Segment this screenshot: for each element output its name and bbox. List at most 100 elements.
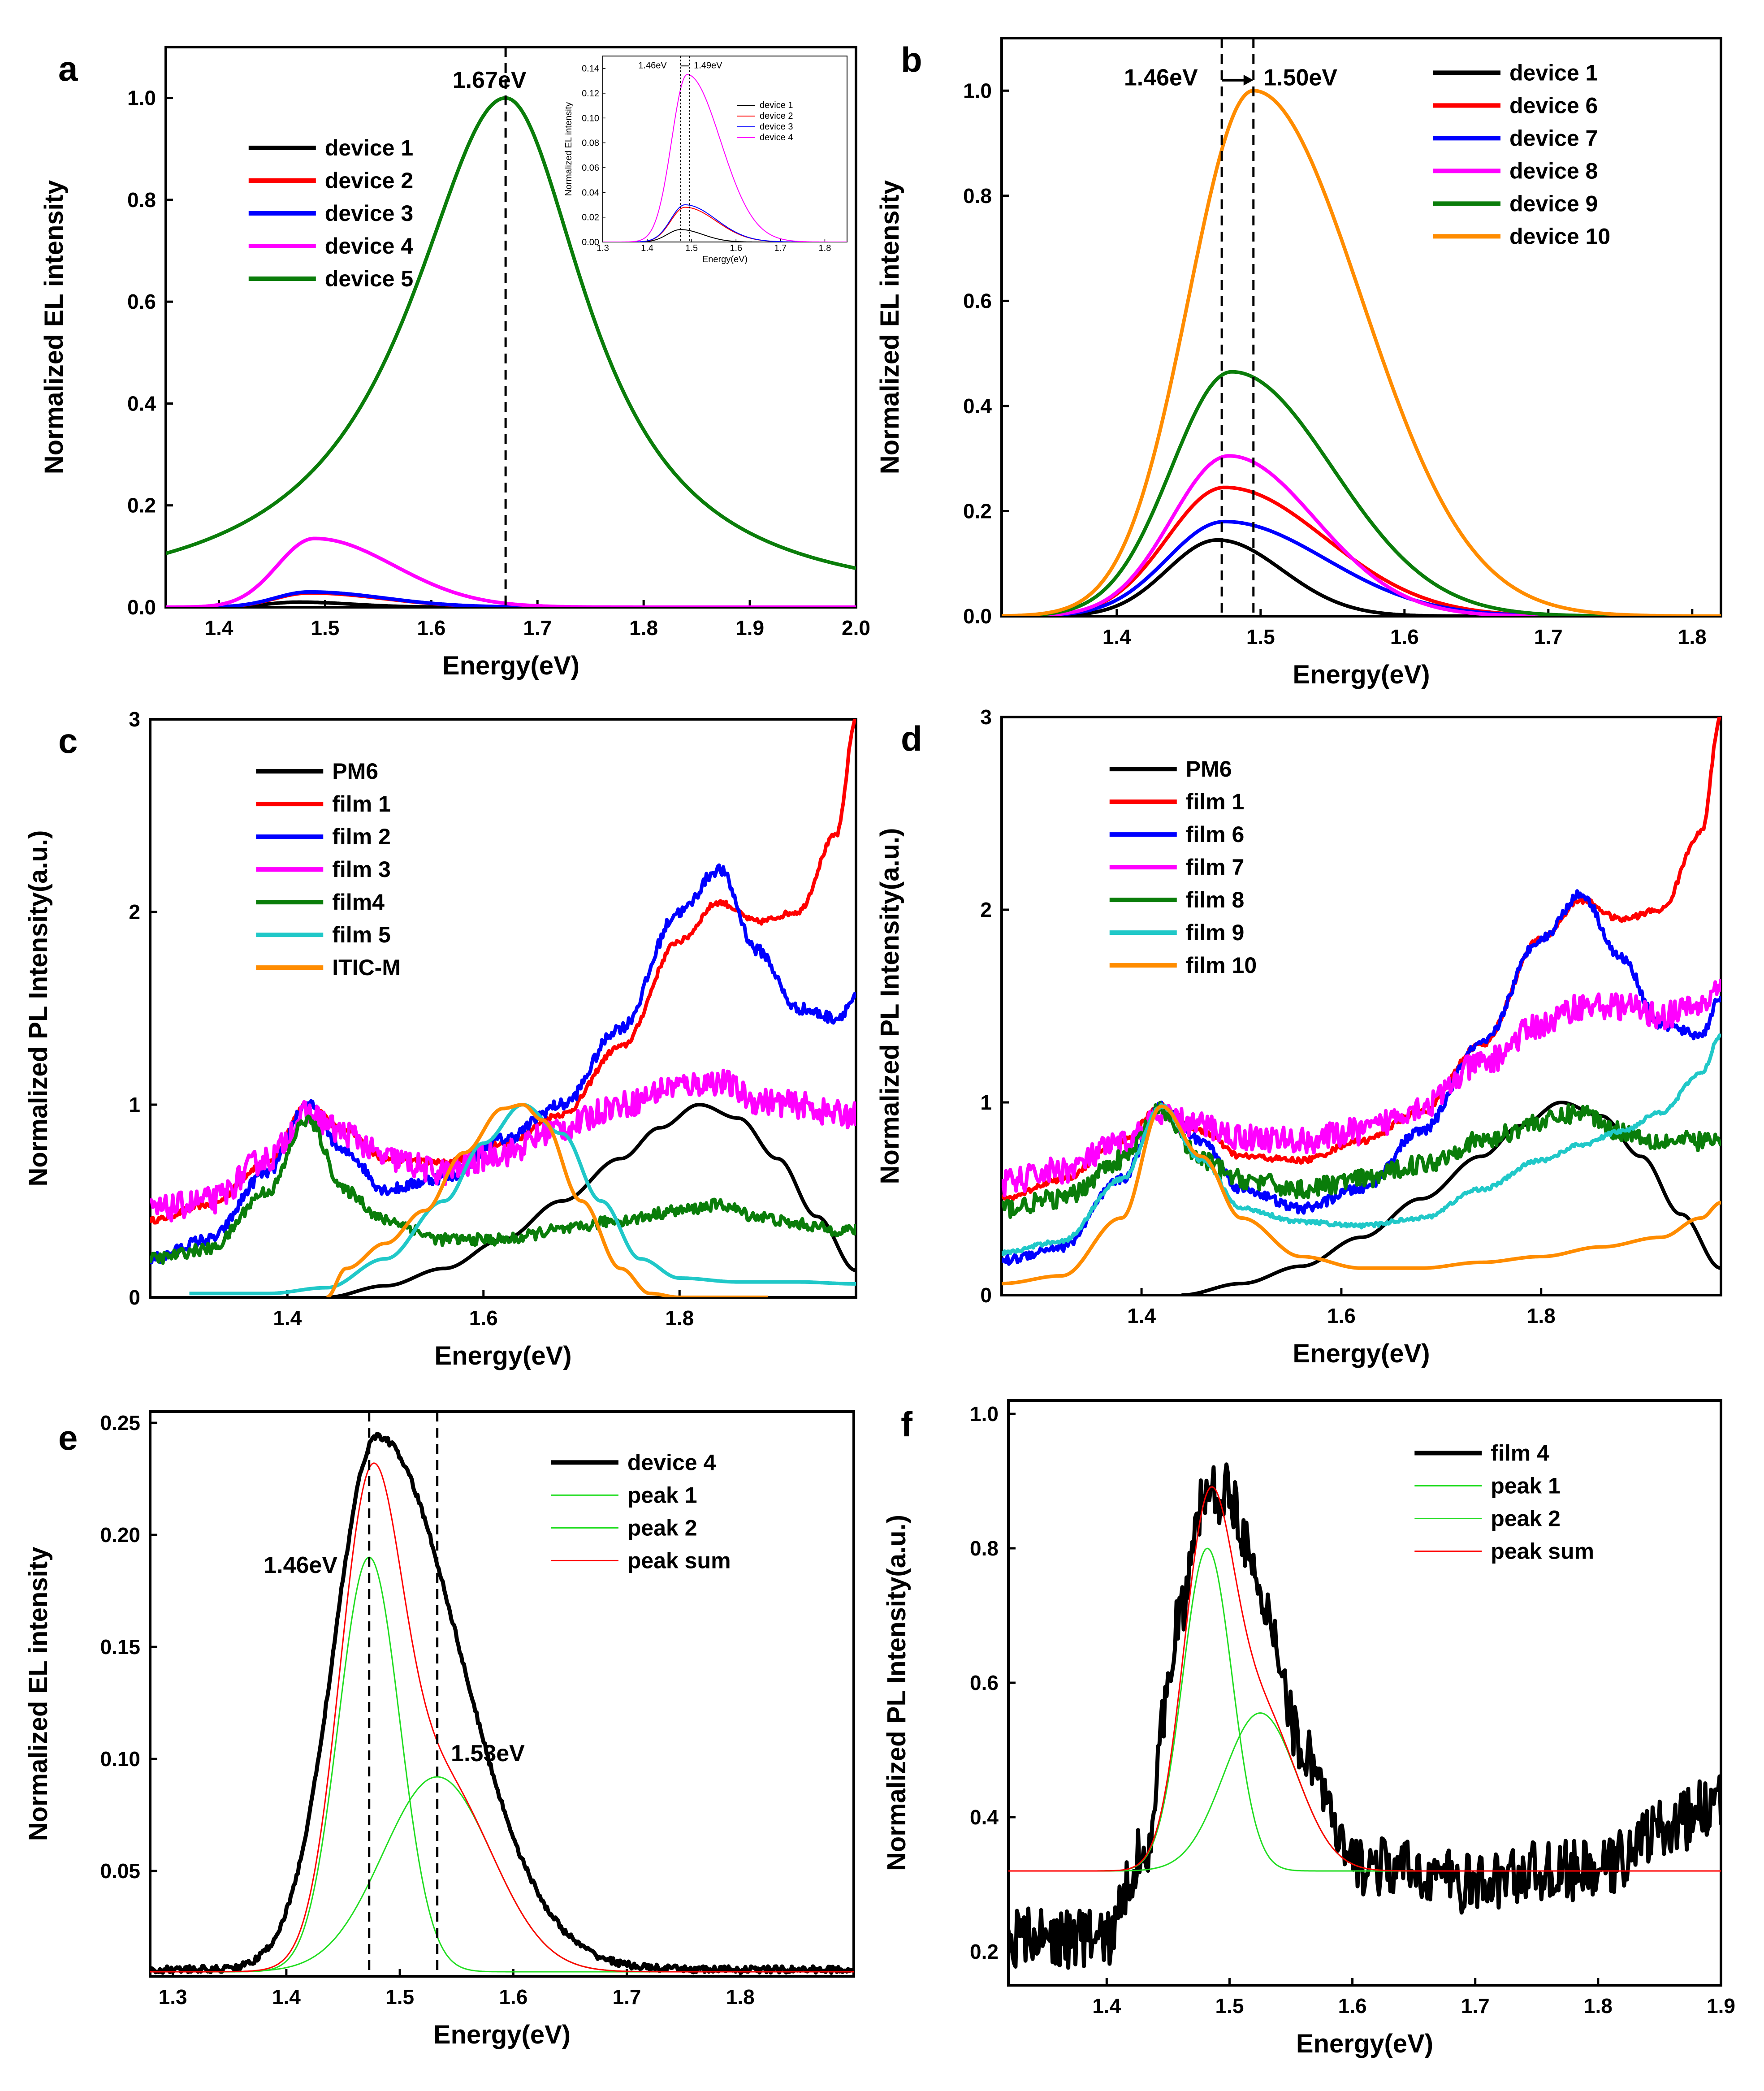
panel-e-series-device-4 xyxy=(150,1432,854,1975)
panel-d-y-tick-label: 1 xyxy=(980,1091,992,1114)
panel-f-y-tick-label: 0.8 xyxy=(970,1537,999,1560)
panel-d-legend-label: film 1 xyxy=(1186,789,1245,814)
panel-e-x-tick-label: 1.4 xyxy=(272,1985,301,2009)
panel-a-inset-x-tick-label: 1.5 xyxy=(685,243,698,253)
panel-c-x-tick-label: 1.8 xyxy=(665,1306,694,1330)
panel-c-series-film-3 xyxy=(150,1068,856,1223)
panel-d-x-axis-title: Energy(eV) xyxy=(1293,1339,1430,1368)
panel-c-legend: PM6 film 1 film 2 film 3 film4 film 5 ITIC-M xyxy=(256,759,401,980)
panel-a-inset-y-tick-label: 0.02 xyxy=(582,213,599,223)
panel-a-inset-y-tick-label: 0.08 xyxy=(582,138,599,148)
panel-a-legend-label: device 5 xyxy=(325,266,413,291)
panel-a-inset-legend-label: device 4 xyxy=(760,133,793,143)
panel-d-x-tick-label: 1.8 xyxy=(1527,1304,1556,1327)
panel-b-x-tick-label: 1.6 xyxy=(1390,625,1419,648)
panel-a-x-tick-label: 1.8 xyxy=(629,616,658,639)
panel-c-y-tick-label: 3 xyxy=(129,708,140,731)
panel-e-x-axis-title: Energy(eV) xyxy=(433,2020,571,2049)
panel-b-x-tick-label: 1.4 xyxy=(1102,625,1131,648)
panel-c-legend-label: film 1 xyxy=(332,791,391,817)
panel-a-inset-y-tick-label: 0.10 xyxy=(582,113,599,123)
panel-e-y-tick-label: 0.25 xyxy=(100,1411,140,1434)
panel-f-x-tick-label: 1.6 xyxy=(1338,1994,1367,2018)
panel-b-y-tick-label: 0.4 xyxy=(963,394,992,418)
panel-d-series-film-6 xyxy=(1002,889,1721,1266)
panel-b-y-tick-label: 0.8 xyxy=(963,184,992,207)
panel-d-series-film-10 xyxy=(1002,1104,1721,1286)
panel-b-legend-label: device 9 xyxy=(1509,191,1598,216)
panel-a-inset-x-tick-label: 1.8 xyxy=(819,243,831,253)
panel-e: e 1.3 1.4 1.5 1.6 1.7 1.8 0.05 0.10 0.15 0.20 0.25 E… xyxy=(24,1410,855,2049)
panel-c-legend-label: film4 xyxy=(332,890,385,915)
panel-a-series-device-3 xyxy=(166,590,856,607)
panel-a-inset-legend-label: device 3 xyxy=(760,122,793,132)
panel-a-legend-label: device 3 xyxy=(325,201,413,226)
panel-e-y-tick-label: 0.10 xyxy=(100,1747,140,1771)
panel-a-y-tick-label: 0.4 xyxy=(127,392,156,415)
panel-a-inset-plot-frame xyxy=(602,56,847,242)
panel-d-series-film-9 xyxy=(1002,1033,1721,1257)
panel-a-x-tick-label: 2.0 xyxy=(842,616,870,639)
panel-a-inset-series-group xyxy=(603,74,847,242)
panel-f-series-peak-sum xyxy=(1008,1486,1721,1872)
panel-e-peak-annotation: 1.46eV xyxy=(264,1552,337,1578)
panel-e-x-tick-label: 1.7 xyxy=(613,1985,641,2009)
panel-e-x-tick-label: 1.6 xyxy=(499,1985,527,2009)
panel-e-series-peak-sum xyxy=(150,1462,854,1973)
panel-f-series-film-4 xyxy=(1008,1462,1721,1970)
panel-b-shift-arrowhead xyxy=(1243,74,1254,86)
panel-a-y-tick-label: 1.0 xyxy=(127,86,156,110)
panel-a-x-tick-label: 1.5 xyxy=(311,616,339,639)
panel-b-x-axis-title: Energy(eV) xyxy=(1293,660,1430,689)
panel-f-x-tick-label: 1.5 xyxy=(1215,1994,1244,2018)
panel-b-y-tick-label: 0.6 xyxy=(963,289,992,312)
panel-f-x-tick-label: 1.8 xyxy=(1584,1994,1613,2018)
panel-f-y-tick-label: 0.6 xyxy=(970,1671,999,1694)
panel-d-series-group xyxy=(1002,717,1721,1295)
panel-a-series-device-4 xyxy=(166,536,856,607)
panel-f-y-tick-label: 0.2 xyxy=(970,1940,999,1963)
panel-a-inset-y-axis-title: Normalized EL intensity xyxy=(564,102,574,196)
panel-c-y-tick-label: 2 xyxy=(129,900,140,924)
panel-a-inset-peak-annotation: 1.49eV xyxy=(694,61,722,71)
panel-b-plot-frame xyxy=(1000,37,1722,618)
panel-e-x-tick-label: 1.3 xyxy=(159,1985,187,2009)
panel-a-x-tick-label: 1.6 xyxy=(417,616,445,639)
panel-c-x-tick-label: 1.4 xyxy=(273,1306,302,1330)
panel-e-legend-label: device 4 xyxy=(627,1450,716,1475)
panel-c-x-tick-label: 1.6 xyxy=(469,1306,498,1330)
panel-a-inset-legend-label: device 2 xyxy=(760,111,793,121)
panel-f-plot-frame xyxy=(1007,1399,1722,1987)
panel-b-y-tick-label: 0.2 xyxy=(963,499,992,523)
panel-e-x-tick-label: 1.5 xyxy=(385,1985,414,2009)
panel-f-legend-label: peak 2 xyxy=(1491,1506,1561,1531)
panel-f: f 1.4 1.5 1.6 1.7 1.8 1.9 0.2 0.4 0.6 0.8 1.0 Energy… xyxy=(882,1399,1735,2058)
panel-a-inset-peak-annotation: 1.46eV xyxy=(638,61,667,71)
panel-c-legend-label: film 3 xyxy=(332,857,391,882)
panel-d-legend-label: PM6 xyxy=(1186,756,1232,782)
panel-b-legend-label: device 8 xyxy=(1509,158,1598,183)
panel-d-legend-label: film 8 xyxy=(1186,887,1245,912)
panel-d-series-film-8 xyxy=(1002,1101,1721,1219)
panel-c-y-axis-title: Normalized PL Intensity(a.u.) xyxy=(24,830,53,1187)
panel-c-series-pm6 xyxy=(326,1103,856,1297)
panel-b-series-device-8 xyxy=(1002,454,1721,616)
panel-b-series-device-10 xyxy=(1002,89,1721,616)
panel-e-plot-frame xyxy=(149,1410,855,1978)
panel-a-inset-y-tick-label: 0.00 xyxy=(582,238,599,247)
panel-f-x-tick-label: 1.4 xyxy=(1092,1994,1121,2018)
panel-c: c 1.4 1.6 1.8 0 1 2 3 Energy(eV) Normalized PL In… xyxy=(24,708,857,1370)
panel-c-x-axis-title: Energy(eV) xyxy=(434,1341,571,1370)
panel-e-y-axis-title: Normalized EL intensity xyxy=(24,1547,53,1841)
panel-c-series-film4 xyxy=(150,1115,856,1265)
panel-a-series-group xyxy=(166,96,856,607)
panel-a-inset-x-axis-title: Energy(eV) xyxy=(702,255,748,264)
panel-b: b 1.4 1.5 1.6 1.7 1.8 0.0 0.2 0.4 0.6 0.8 1.0 Energy… xyxy=(875,37,1722,689)
panel-b-legend-label: device 1 xyxy=(1509,60,1598,85)
panel-e-y-tick-label: 0.20 xyxy=(100,1523,140,1547)
panel-c-legend-label: film 2 xyxy=(332,824,391,849)
panel-a-inset-series-device-3 xyxy=(603,204,847,242)
panel-b-series-group xyxy=(1002,89,1721,616)
panel-a-x-axis-title: Energy(eV) xyxy=(442,651,579,680)
